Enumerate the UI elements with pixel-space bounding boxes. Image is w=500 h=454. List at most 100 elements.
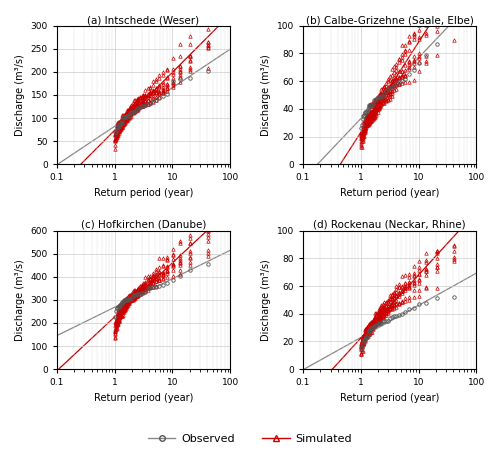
Observed [368, 102, 374, 107]
Y-axis label: Discharge (m³/s): Discharge (m³/s) [261, 54, 271, 136]
Observed [370, 325, 376, 330]
Observed [374, 321, 380, 327]
Simulated [358, 341, 364, 346]
Observed [416, 301, 422, 306]
Observed [391, 314, 397, 319]
Simulated [120, 305, 126, 311]
Observed [114, 124, 120, 130]
Observed [396, 79, 402, 85]
Observed [205, 261, 211, 266]
Observed [130, 109, 136, 115]
Observed [132, 292, 138, 297]
Observed [120, 299, 126, 305]
Observed [399, 78, 405, 84]
Y-axis label: Discharge (m³/s): Discharge (m³/s) [15, 54, 25, 136]
Observed [170, 78, 176, 84]
Observed [142, 289, 148, 294]
Observed [115, 305, 121, 310]
Observed [117, 121, 123, 127]
Observed [402, 309, 408, 315]
Observed [378, 94, 384, 99]
Observed [406, 71, 412, 76]
Simulated [205, 225, 211, 230]
Simulated [121, 309, 127, 315]
Title: (b) Calbe-Grizehne (Saale, Elbe): (b) Calbe-Grizehne (Saale, Elbe) [306, 15, 474, 25]
Observed [451, 294, 457, 300]
Observed [362, 110, 368, 115]
Observed [388, 84, 394, 90]
Observed [126, 296, 132, 302]
Observed [118, 120, 124, 125]
Observed [121, 115, 127, 120]
Observed [365, 332, 371, 337]
Observed [140, 103, 146, 108]
Observed [359, 345, 365, 350]
Observed [358, 345, 364, 351]
Observed [170, 277, 176, 283]
Observed [361, 337, 367, 343]
Observed [177, 77, 183, 82]
Observed [406, 306, 412, 311]
Observed [360, 340, 366, 345]
Observed [127, 110, 133, 116]
Observed [116, 304, 122, 309]
Simulated [118, 308, 124, 314]
Observed [114, 127, 119, 133]
Observed [374, 94, 380, 100]
Simulated [121, 118, 127, 124]
Y-axis label: Discharge (m³/s): Discharge (m³/s) [261, 259, 271, 341]
Observed [370, 102, 376, 107]
Simulated [205, 45, 211, 51]
Observed [131, 292, 137, 297]
Observed [188, 75, 194, 81]
Simulated [434, 248, 440, 253]
Observed [124, 113, 130, 118]
Observed [366, 104, 372, 110]
Title: (d) Rockenau (Neckar, Rhine): (d) Rockenau (Neckar, Rhine) [314, 220, 466, 230]
Observed [396, 313, 402, 318]
Observed [368, 102, 374, 108]
Line: Observed: Observed [360, 0, 456, 129]
Observed [382, 318, 388, 324]
Observed [360, 116, 366, 122]
Observed [366, 328, 372, 333]
X-axis label: Return period (year): Return period (year) [94, 188, 193, 198]
Line: Observed: Observed [114, 69, 210, 134]
Observed [358, 125, 364, 131]
Observed [385, 86, 391, 91]
Observed [434, 41, 440, 47]
Simulated [451, 176, 457, 181]
Simulated [434, 8, 440, 13]
Simulated [368, 101, 374, 107]
Observed [144, 101, 150, 107]
Observed [138, 103, 144, 109]
Observed [362, 336, 368, 341]
Observed [117, 303, 123, 309]
Observed [118, 301, 124, 307]
Observed [120, 118, 126, 124]
Observed [123, 297, 129, 302]
Line: Simulated: Simulated [114, 222, 210, 340]
Observed [374, 96, 380, 102]
Observed [116, 122, 122, 128]
Observed [160, 93, 166, 98]
Observed [360, 341, 366, 346]
Observed [366, 103, 372, 108]
Observed [362, 110, 368, 115]
Observed [369, 325, 375, 331]
Title: (a) Intschede (Weser): (a) Intschede (Weser) [88, 15, 200, 25]
Observed [399, 312, 405, 317]
Simulated [368, 322, 374, 328]
Observed [112, 314, 118, 320]
X-axis label: Return period (year): Return period (year) [340, 188, 440, 198]
Title: (c) Hofkirchen (Danube): (c) Hofkirchen (Danube) [81, 220, 206, 230]
Observed [383, 318, 389, 324]
Simulated [358, 144, 364, 150]
Observed [385, 318, 391, 324]
Simulated [120, 306, 126, 311]
Observed [388, 314, 394, 320]
Observed [361, 112, 367, 118]
Observed [130, 293, 136, 299]
Observed [366, 328, 372, 334]
Observed [134, 292, 140, 297]
